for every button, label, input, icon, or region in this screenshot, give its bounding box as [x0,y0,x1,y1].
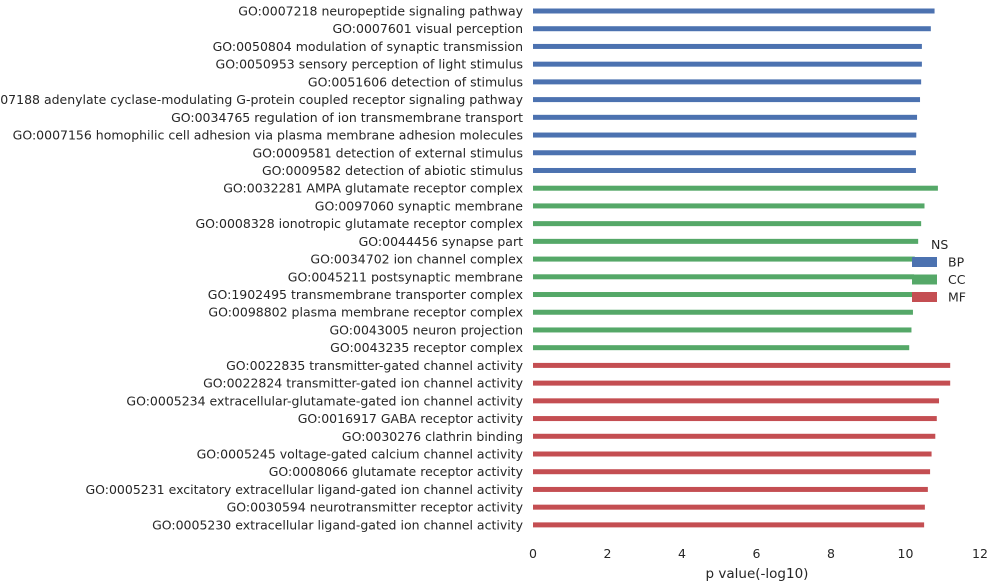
category-label: GO:0034765 regulation of ion transmembra… [171,110,523,125]
bar-bp [533,8,935,14]
category-label: GO:0030276 clathrin binding [342,429,523,444]
category-label: GO:0008066 glutamate receptor activity [269,464,524,479]
legend-swatch-mf [912,292,937,302]
legend-swatch-cc [912,274,937,285]
category-labels: GO:0007218 neuropeptide signaling pathwa… [0,4,524,533]
category-label: GO:0005234 extracellular-glutamate-gated… [126,393,523,408]
bar-cc [533,203,925,209]
x-axis-title: p value(-log10) [706,566,809,582]
bar-mf [533,362,951,368]
bar-cc [533,238,919,244]
category-label: GO:0007156 homophilic cell adhesion via … [13,128,523,143]
bar-bp [533,97,921,103]
category-label: GO:0005230 extracellular ligand-gated io… [152,517,524,532]
x-tick-label: 12 [972,546,988,561]
category-label: GO:0045211 postsynaptic membrane [288,269,524,284]
bar-mf [533,522,925,528]
legend-swatch-bp [912,257,937,267]
bar-cc [533,292,913,298]
bar-bp [533,79,922,85]
x-tick-label: 10 [898,546,914,561]
category-label: GO:0008328 ionotropic glutamate receptor… [196,216,524,231]
bar-cc [533,327,912,333]
legend-label-cc: CC [948,272,966,287]
legend-label-mf: MF [948,290,966,305]
bars-layer [533,8,951,528]
legend: NS BP CC MF [912,237,966,305]
category-label: GO:0009581 detection of external stimulu… [253,145,524,160]
bar-mf [533,380,951,386]
x-axis: 0 2 4 6 8 10 12 [529,546,988,561]
x-tick-label: 0 [529,546,537,561]
bar-mf [533,398,940,404]
bar-bp [533,61,922,67]
bar-cc [533,221,922,227]
bar-cc [533,309,913,315]
category-label: GO:0032281 AMPA glutamate receptor compl… [223,181,523,196]
bar-mf [533,416,937,422]
category-label: GO:0098802 plasma membrane receptor comp… [208,305,523,320]
category-label: GO:0043235 receptor complex [330,340,523,355]
category-label: GO:0043005 neuron projection [329,322,523,337]
category-label: GO:0007218 neuropeptide signaling pathwa… [238,4,523,19]
bar-bp [533,167,916,173]
category-label: GO:0005245 voltage-gated calcium channel… [197,447,524,462]
category-label: GO:0022835 transmitter-gated channel act… [226,358,523,373]
x-tick-label: 8 [827,546,835,561]
bar-bp [533,114,918,120]
category-label: GO:0007188 adenylate cyclase-modulating … [0,92,524,107]
bar-cc [533,256,915,262]
category-label: GO:0016917 GABA receptor activity [298,411,524,426]
legend-title: NS [931,237,948,252]
legend-label-bp: BP [948,255,965,270]
category-label: GO:0034702 ion channel complex [310,252,523,267]
x-tick-label: 2 [604,546,612,561]
bar-cc [533,185,938,191]
bar-cc [533,345,910,351]
bar-bp [533,150,916,156]
bar-mf [533,486,928,492]
category-label: GO:0051606 detection of stimulus [308,74,523,89]
x-tick-label: 4 [678,546,686,561]
x-tick-label: 6 [753,546,761,561]
bar-mf [533,469,931,475]
category-label: GO:0009582 detection of abiotic stimulus [262,163,523,178]
category-label: GO:0022824 transmitter-gated ion channel… [203,376,524,391]
bar-cc [533,274,915,280]
bar-bp [533,132,917,138]
category-label: GO:0097060 synaptic membrane [315,198,524,213]
bar-bp [533,26,931,32]
bar-mf [533,433,936,439]
category-label: GO:0007601 visual perception [332,21,523,36]
bar-mf [533,451,932,457]
bar-bp [533,43,922,49]
category-label: GO:0044456 synapse part [359,234,523,249]
category-label: GO:0005231 excitatory extracellular liga… [85,482,523,497]
bar-mf [533,504,925,510]
category-label: GO:0050804 modulation of synaptic transm… [213,39,523,54]
category-label: GO:0050953 sensory perception of light s… [216,57,523,72]
category-label: GO:1902495 transmembrane transporter com… [208,287,523,302]
category-label: GO:0030594 neurotransmitter receptor act… [227,500,524,515]
